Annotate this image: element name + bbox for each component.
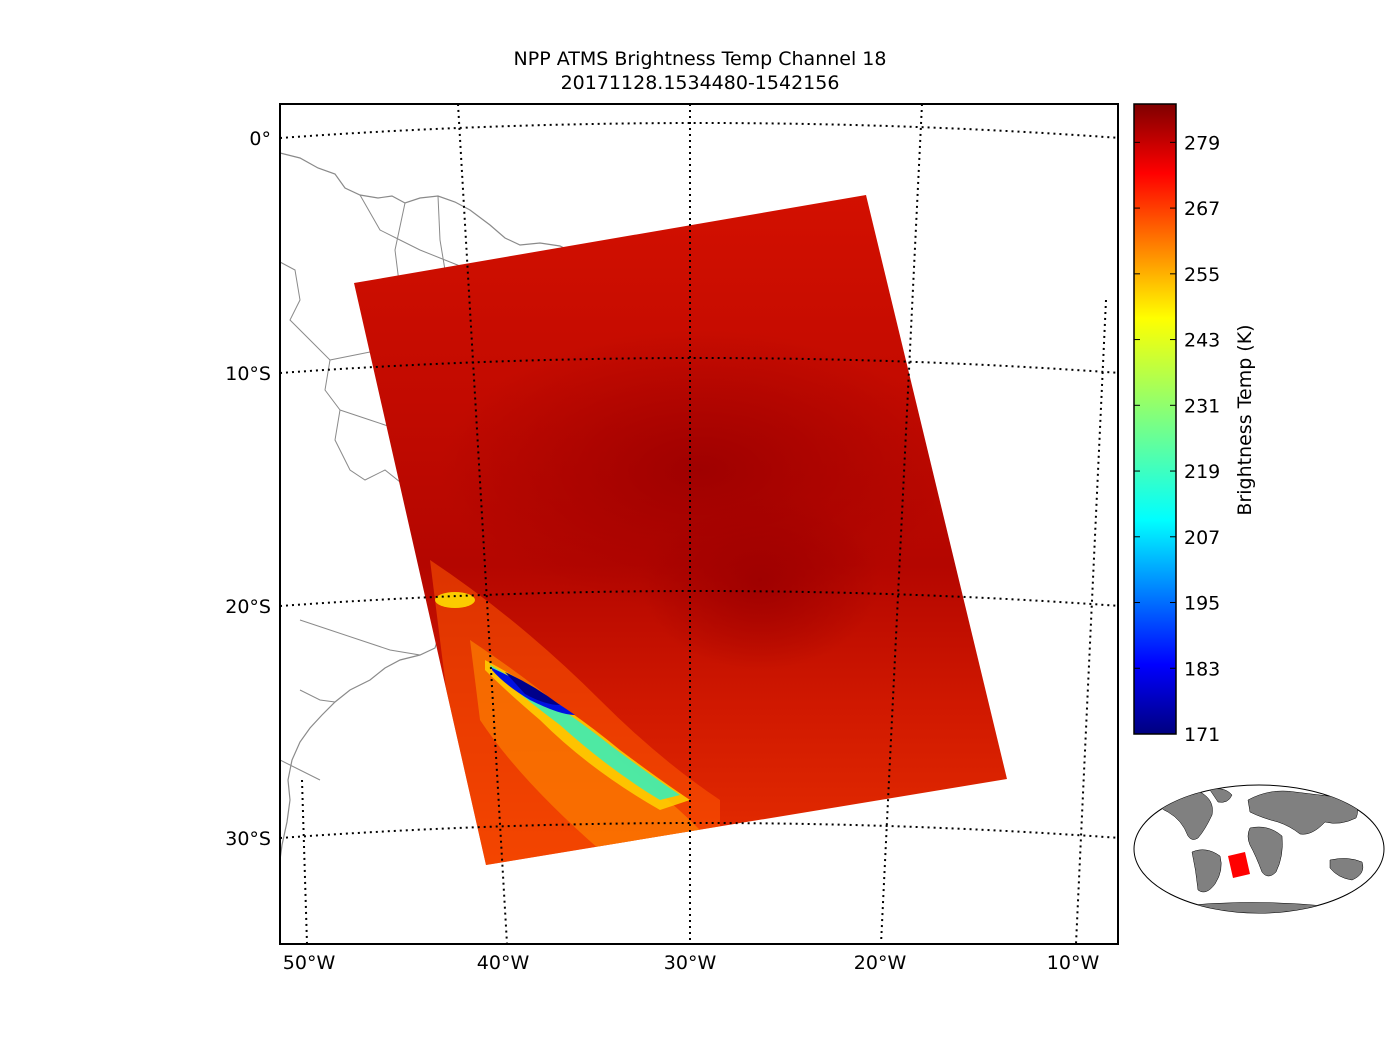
colorbar-tick-label: 243 <box>1184 330 1220 352</box>
chart-title: NPP ATMS Brightness Temp Channel 18 <box>513 48 887 70</box>
lon-label: 20°W <box>854 952 907 974</box>
lon-label: 40°W <box>477 952 530 974</box>
map-frame <box>279 103 1119 945</box>
colorbar-tick-label: 195 <box>1184 593 1220 615</box>
lon-label: 30°W <box>664 952 717 974</box>
lon-label: 50°W <box>283 952 336 974</box>
colorbar-tick-label: 231 <box>1184 395 1220 417</box>
colorbar-title: Brightness Temp (K) <box>1234 324 1256 515</box>
colorbar-ticks: 279 267 255 243 231 219 207 195 183 171 <box>1134 132 1220 746</box>
graticule <box>280 104 1118 944</box>
inset-swath-marker <box>1228 852 1250 878</box>
lat-label: 30°S <box>225 828 271 850</box>
lon-label: 10°W <box>1047 952 1100 974</box>
colorbar-tick-label: 171 <box>1184 724 1220 746</box>
colorbar-tick-label: 207 <box>1184 527 1220 549</box>
colorbar-tick-label: 279 <box>1184 132 1220 154</box>
data-swath <box>354 195 1007 865</box>
map-area <box>280 104 1118 944</box>
chart-subtitle: 20171128.1534480-1542156 <box>560 72 840 94</box>
lat-label: 0° <box>249 128 271 150</box>
colorbar-tick-label: 183 <box>1184 658 1220 680</box>
colorbar <box>1133 103 1177 735</box>
lat-label: 20°S <box>225 596 271 618</box>
lat-label: 10°S <box>225 363 271 385</box>
colorbar-tick-label: 219 <box>1184 461 1220 483</box>
inset-globe <box>1133 784 1385 914</box>
colorbar-tick-label: 255 <box>1184 264 1220 286</box>
colorbar-tick-label: 267 <box>1184 198 1220 220</box>
